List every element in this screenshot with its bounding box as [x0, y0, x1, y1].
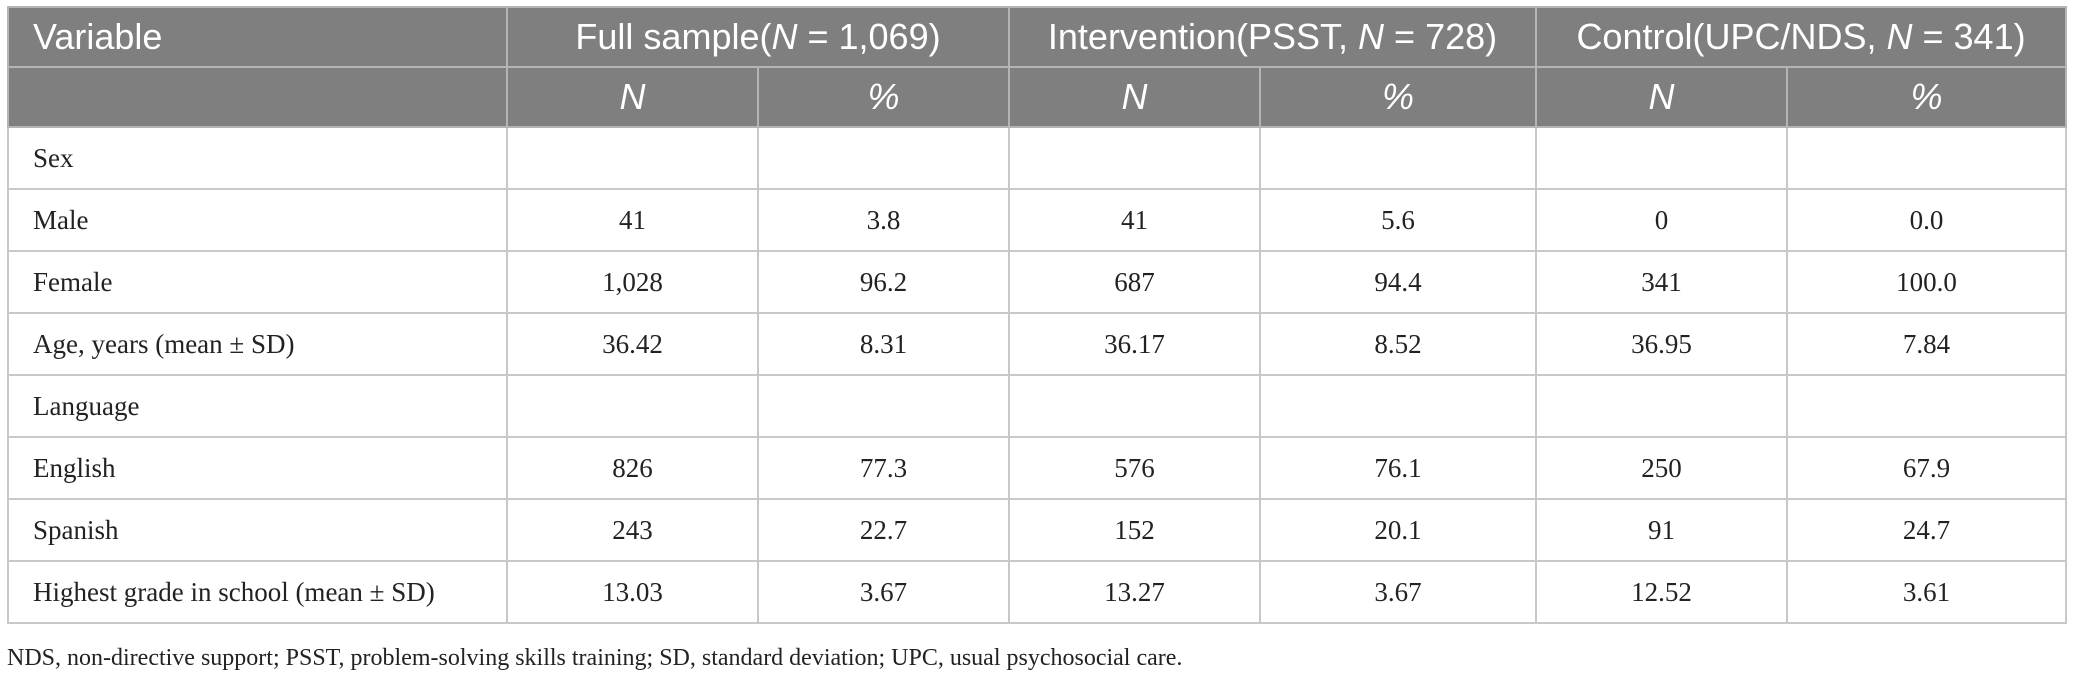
control-header: Control(UPC/NDS, N = 341)	[1535, 6, 2068, 68]
table-cell: 94.4	[1259, 250, 1538, 314]
table-cell: 3.61	[1786, 560, 2068, 624]
table-cell	[1008, 126, 1262, 190]
table-footnote: NDS, non-directive support; PSST, proble…	[7, 645, 1183, 671]
header-sub-n: N	[506, 66, 759, 128]
table-row: English 826 77.3 576 76.1 250 67.9	[7, 436, 2068, 500]
table-row: Sex	[7, 126, 2068, 190]
table-cell	[1786, 126, 2068, 190]
row-label: Sex	[7, 126, 508, 190]
row-label: Female	[7, 250, 508, 314]
header-sub-n: N	[1535, 66, 1789, 128]
table-cell: 24.7	[1786, 498, 2068, 562]
table-row: Age, years (mean ± SD) 36.42 8.31 36.17 …	[7, 312, 2068, 376]
row-label: English	[7, 436, 508, 500]
table-row: Male 41 3.8 41 5.6 0 0.0	[7, 188, 2068, 252]
table-cell: 100.0	[1786, 250, 2068, 314]
row-label: Highest grade in school (mean ± SD)	[7, 560, 508, 624]
table-cell: 13.03	[506, 560, 759, 624]
header-sub-row: N % N % N %	[7, 66, 2068, 128]
table-cell: 76.1	[1259, 436, 1538, 500]
table-cell: 0.0	[1786, 188, 2068, 252]
table-cell: 687	[1008, 250, 1262, 314]
table-cell: 250	[1535, 436, 1789, 500]
table-cell	[1535, 374, 1789, 438]
table-cell	[1786, 374, 2068, 438]
table-cell: 576	[1008, 436, 1262, 500]
table-cell	[756, 374, 1011, 438]
table-cell: 243	[506, 498, 759, 562]
table-cell: 826	[506, 436, 759, 500]
row-label: Language	[7, 374, 508, 438]
table-cell: 8.31	[756, 312, 1011, 376]
row-label: Spanish	[7, 498, 508, 562]
demographics-table: Variable Full sample(N = 1,069) Interven…	[7, 6, 2068, 624]
table-cell	[1535, 126, 1789, 190]
table-row: Highest grade in school (mean ± SD) 13.0…	[7, 560, 2068, 624]
table-cell: 91	[1535, 498, 1789, 562]
table-row: Female 1,028 96.2 687 94.4 341 100.0	[7, 250, 2068, 314]
table-cell	[1008, 374, 1262, 438]
table-cell: 96.2	[756, 250, 1011, 314]
table-cell: 3.8	[756, 188, 1011, 252]
table-cell: 36.17	[1008, 312, 1262, 376]
demographics-table-container: Variable Full sample(N = 1,069) Interven…	[7, 6, 2068, 624]
table-cell	[1259, 374, 1538, 438]
table-cell	[506, 374, 759, 438]
table-row: Language	[7, 374, 2068, 438]
table-cell: 67.9	[1786, 436, 2068, 500]
variable-header: Variable	[7, 6, 508, 68]
table-cell	[756, 126, 1011, 190]
table-cell	[506, 126, 759, 190]
header-sub-percent: %	[1786, 66, 2068, 128]
header-sub-percent: %	[1259, 66, 1538, 128]
table-cell: 36.95	[1535, 312, 1789, 376]
table-cell: 0	[1535, 188, 1789, 252]
table-row: Spanish 243 22.7 152 20.1 91 24.7	[7, 498, 2068, 562]
table-cell: 341	[1535, 250, 1789, 314]
header-sub-n: N	[1008, 66, 1262, 128]
header-sub-empty	[7, 66, 508, 128]
table-cell: 77.3	[756, 436, 1011, 500]
intervention-header: Intervention(PSST, N = 728)	[1008, 6, 1538, 68]
table-cell: 5.6	[1259, 188, 1538, 252]
row-label: Age, years (mean ± SD)	[7, 312, 508, 376]
header-sub-percent: %	[756, 66, 1011, 128]
table-cell: 152	[1008, 498, 1262, 562]
table-cell: 20.1	[1259, 498, 1538, 562]
table-cell: 8.52	[1259, 312, 1538, 376]
header-group-row: Variable Full sample(N = 1,069) Interven…	[7, 6, 2068, 68]
row-label: Male	[7, 188, 508, 252]
table-cell: 1,028	[506, 250, 759, 314]
table-cell	[1259, 126, 1538, 190]
table-cell: 3.67	[756, 560, 1011, 624]
table-cell: 41	[1008, 188, 1262, 252]
full-sample-header: Full sample(N = 1,069)	[505, 6, 1011, 68]
table-cell: 36.42	[506, 312, 759, 376]
table-cell: 7.84	[1786, 312, 2068, 376]
table-header: Variable Full sample(N = 1,069) Interven…	[7, 6, 2068, 128]
table-cell: 41	[506, 188, 759, 252]
table-cell: 3.67	[1259, 560, 1538, 624]
table-body: Sex Male 41 3.8 41 5.6 0 0.0 Female 1,02…	[7, 126, 2068, 624]
table-cell: 12.52	[1535, 560, 1789, 624]
table-cell: 22.7	[756, 498, 1011, 562]
table-cell: 13.27	[1008, 560, 1262, 624]
